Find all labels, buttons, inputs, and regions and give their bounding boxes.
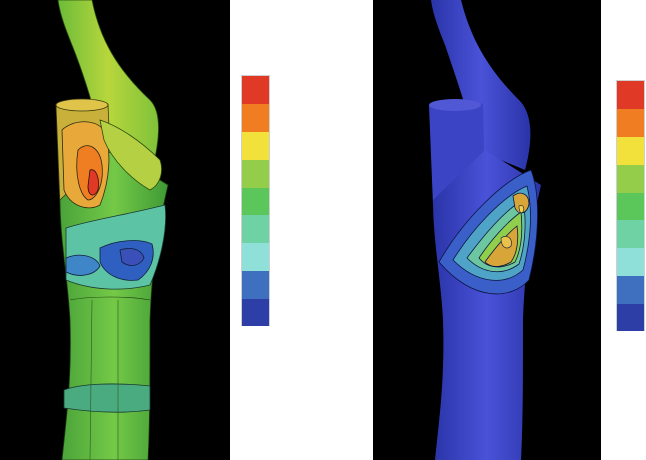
right-scale-swatch	[617, 304, 644, 331]
right-color-scale	[616, 80, 645, 331]
left-scale-swatch	[242, 271, 269, 300]
right-scale-swatch	[617, 192, 644, 221]
left-render-panel	[0, 0, 230, 460]
left-vessel-render	[55, 0, 169, 460]
left-scale-swatch	[242, 103, 269, 132]
left-scale-swatch	[242, 187, 269, 216]
right-scale-swatch	[617, 81, 644, 109]
right-scale-swatch	[617, 248, 644, 277]
left-scale-swatch	[242, 159, 269, 188]
right-scale-swatch	[617, 220, 644, 249]
right-render-panel	[373, 0, 601, 460]
right-vessel-render	[429, 0, 541, 460]
left-scale-swatch	[242, 215, 269, 244]
left-scale-swatch	[242, 243, 269, 272]
left-color-scale	[241, 75, 270, 326]
right-scale-swatch	[617, 164, 644, 193]
left-scale-swatch	[242, 299, 269, 326]
left-scale-swatch	[242, 131, 269, 160]
right-scale-swatch	[617, 108, 644, 137]
right-scale-swatch	[617, 276, 644, 305]
right-scale-swatch	[617, 136, 644, 165]
left-scale-swatch	[242, 76, 269, 104]
right-upper-branch	[431, 0, 531, 170]
